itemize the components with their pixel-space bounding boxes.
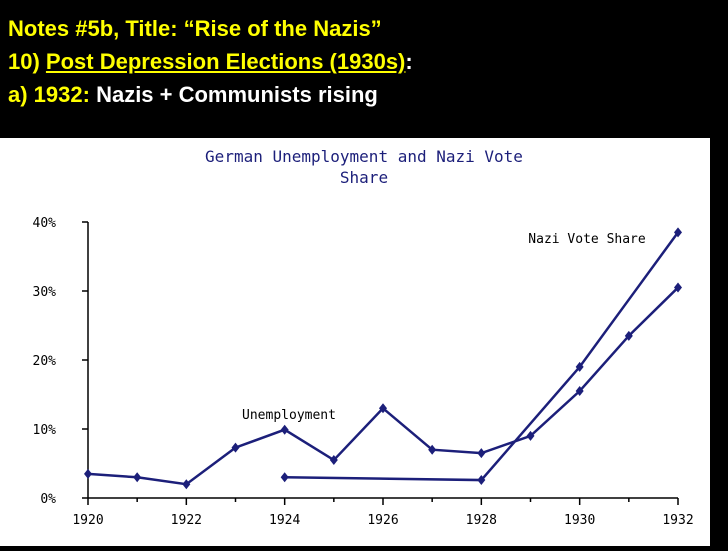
subpoint-label: a) 1932: — [8, 82, 90, 107]
chart-panel: German Unemployment and Nazi Vote Share 0%… — [0, 138, 710, 546]
nazi-vote-share-point — [280, 472, 289, 483]
unemployment-point — [182, 479, 191, 490]
notes-title: “Rise of the Nazis” — [183, 16, 382, 41]
header-line-2: 10) Post Depression Elections (1930s): — [8, 45, 720, 78]
nazi-vote-share-point — [477, 475, 486, 486]
x-tick-label: 1928 — [466, 513, 497, 528]
nazi-vote-share-point — [575, 361, 584, 372]
unemployment-label: Unemployment — [242, 408, 336, 423]
subpoint-text: Nazis + Communists rising — [89, 82, 378, 107]
nazi-vote-share-line — [284, 231, 680, 482]
nazi-vote-share-label: Nazi Vote Share — [528, 232, 646, 247]
x-tick-label: 1920 — [72, 513, 103, 528]
y-tick-label: 20% — [33, 354, 57, 369]
topic-title: Post Depression Elections (1930s) — [45, 49, 406, 74]
unemployment-point — [84, 468, 92, 479]
unemployment-point — [477, 448, 486, 459]
unemployment-nazi-vote-chart: German Unemployment and Nazi Vote Share 0%… — [33, 147, 694, 528]
unemployment-point — [674, 282, 682, 293]
slide-header: Notes #5b, Title: “Rise of the Nazis” 10… — [8, 12, 720, 111]
x-tick-label: 1924 — [269, 513, 300, 528]
header-line-3: a) 1932: Nazis + Communists rising — [8, 78, 720, 111]
unemployment-point — [428, 444, 437, 455]
chart-title-line: German Unemployment and Nazi Vote — [205, 147, 523, 166]
unemployment-line — [87, 286, 679, 486]
topic-number: 10) — [8, 49, 46, 74]
unemployment-point — [624, 330, 633, 341]
x-tick-label: 1930 — [564, 513, 595, 528]
unemployment-point — [526, 430, 535, 441]
x-tick-label: 1922 — [171, 513, 202, 528]
y-tick-label: 10% — [33, 423, 57, 438]
topic-colon: : — [405, 49, 413, 74]
unemployment-point — [280, 424, 289, 435]
chart-title-line: Share — [340, 168, 388, 187]
unemployment-point — [329, 455, 338, 466]
y-tick-label: 30% — [33, 285, 57, 300]
unemployment-point — [575, 386, 584, 397]
unemployment-point — [133, 472, 142, 483]
nazi-vote-share-point — [674, 227, 682, 238]
x-tick-label: 1926 — [367, 513, 398, 528]
y-tick-label: 0% — [40, 492, 56, 507]
y-tick-label: 40% — [33, 216, 57, 231]
x-tick-label: 1932 — [662, 513, 693, 528]
header-line-1: Notes #5b, Title: “Rise of the Nazis” — [8, 12, 720, 45]
unemployment-point — [379, 403, 387, 414]
notes-title-prefix: Notes #5b, Title: — [8, 16, 184, 41]
unemployment-point — [231, 442, 240, 453]
